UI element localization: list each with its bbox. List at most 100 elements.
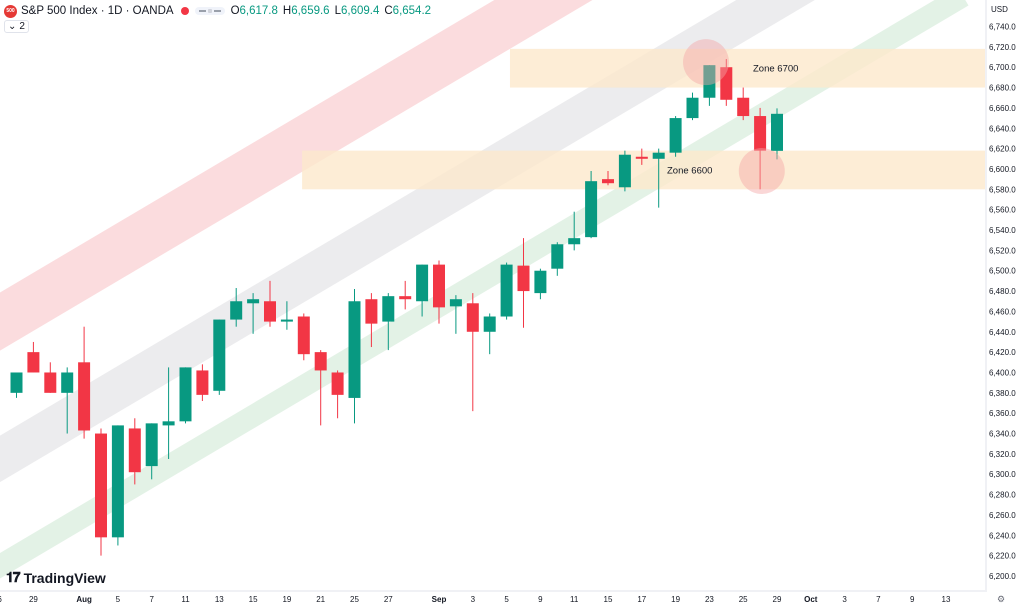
candle-body xyxy=(568,238,581,245)
candle-body xyxy=(449,299,462,307)
candle-body xyxy=(737,97,750,117)
candle-body xyxy=(652,152,665,159)
time-tick-label: 11 xyxy=(181,595,190,604)
time-tick-label: 5 xyxy=(116,595,121,604)
price-tick-label: 6,340.0 xyxy=(989,430,1016,439)
time-tick-label: 6 xyxy=(0,595,2,604)
price-tick-label: 6,660.0 xyxy=(989,104,1016,113)
time-tick-label: 7 xyxy=(876,595,881,604)
time-tick-label: 17 xyxy=(637,595,646,604)
price-tick-label: 6,600.0 xyxy=(989,165,1016,174)
time-tick-label: 23 xyxy=(705,595,714,604)
time-tick-label: 13 xyxy=(942,595,951,604)
candle-body xyxy=(44,372,57,393)
price-tick-label: 6,400.0 xyxy=(989,368,1016,377)
time-tick-label: Sep xyxy=(432,595,447,604)
candle-body xyxy=(500,264,513,317)
candle-body xyxy=(382,296,395,322)
candle-body xyxy=(314,352,327,371)
candle-body xyxy=(145,423,158,467)
chevron-down-icon: ⌄ xyxy=(8,20,17,32)
time-tick-label: 21 xyxy=(316,595,325,604)
candle-body xyxy=(416,264,429,302)
price-tick-label: 6,300.0 xyxy=(989,470,1016,479)
price-tick-label: 6,640.0 xyxy=(989,124,1016,133)
time-tick-label: 27 xyxy=(384,595,393,604)
channel-band-green xyxy=(0,0,969,579)
time-tick-label: 29 xyxy=(773,595,782,604)
highlight-circle-0 xyxy=(683,39,730,86)
candle-body xyxy=(179,367,192,422)
price-tick-label: 6,520.0 xyxy=(989,246,1016,255)
candle-body xyxy=(264,301,276,322)
time-tick-label: 25 xyxy=(350,595,359,604)
indicators-toggle[interactable]: ⌄ 2 xyxy=(4,19,29,33)
candle-body xyxy=(466,303,479,332)
candle-body xyxy=(771,113,783,151)
price-tick-label: 6,540.0 xyxy=(989,226,1016,235)
candle-body xyxy=(551,244,564,269)
candle-body xyxy=(196,370,209,395)
candle-body xyxy=(162,421,175,426)
price-tick-label: 6,440.0 xyxy=(989,328,1016,337)
ruler-toggle-icon[interactable] xyxy=(194,7,225,15)
price-tick-label: 6,720.0 xyxy=(989,43,1016,52)
zone-box-1 xyxy=(302,150,985,190)
ohlc-high-value: 6,659.6 xyxy=(291,5,330,17)
zone-label: Zone 6600 xyxy=(667,165,712,176)
zone-label: Zone 6700 xyxy=(753,64,798,75)
candle-body xyxy=(686,97,699,119)
time-tick-label: 3 xyxy=(842,595,847,604)
candle-body xyxy=(669,118,682,153)
candle-body xyxy=(78,362,91,431)
candle-body xyxy=(483,316,496,332)
price-tick-label: 6,320.0 xyxy=(989,450,1016,459)
time-tick-label: 11 xyxy=(570,595,579,604)
channel-band-red xyxy=(0,0,593,351)
candle-body xyxy=(754,116,767,151)
candle-body xyxy=(517,265,530,292)
price-tick-label: 6,280.0 xyxy=(989,491,1016,500)
candle-body xyxy=(635,156,648,159)
symbol-title[interactable]: S&P 500 Index · 1D · OANDA xyxy=(21,5,174,17)
price-tick-label: 6,740.0 xyxy=(989,23,1016,32)
price-tick-label: 6,680.0 xyxy=(989,84,1016,93)
watermark-text: TradingView xyxy=(23,569,106,586)
currency-label[interactable]: USD xyxy=(991,5,1008,14)
candle-body xyxy=(111,425,124,538)
candle-body xyxy=(618,154,631,188)
candle-body xyxy=(297,316,310,355)
candle-body xyxy=(10,372,23,393)
ohlc-low-key: L xyxy=(334,5,341,17)
price-tick-label: 6,360.0 xyxy=(989,409,1016,418)
ohlc-low-value: 6,609.4 xyxy=(340,5,380,17)
candle-body xyxy=(365,299,378,324)
time-tick-label: 9 xyxy=(538,595,543,604)
settings-gear-icon[interactable]: ⚙ xyxy=(997,594,1005,604)
tradingview-logo-icon: 𝟏𝟕 xyxy=(6,569,21,585)
price-tick-label: 6,240.0 xyxy=(989,531,1016,540)
sp500-logo-icon[interactable]: 500 xyxy=(4,4,17,18)
candle-body xyxy=(213,319,226,391)
candle-body xyxy=(703,65,716,98)
tradingview-watermark[interactable]: 𝟏𝟕 TradingView xyxy=(6,569,106,586)
price-tick-label: 6,580.0 xyxy=(989,185,1016,194)
indicator-count: 2 xyxy=(19,20,25,32)
candle-body xyxy=(585,181,598,238)
price-tick-label: 6,260.0 xyxy=(989,511,1016,520)
market-status-icon[interactable] xyxy=(180,7,189,15)
candle-body xyxy=(720,67,733,100)
highlight-circle-1 xyxy=(738,147,785,194)
candle-body xyxy=(399,296,412,300)
time-tick-label: 19 xyxy=(671,595,680,604)
time-tick-label: 25 xyxy=(739,595,748,604)
ohlc-close-key: C xyxy=(384,5,393,17)
candle-body xyxy=(331,372,344,395)
candle-body xyxy=(602,179,614,184)
time-tick-label: 19 xyxy=(282,595,291,604)
candle-body xyxy=(433,264,445,308)
price-tick-label: 6,380.0 xyxy=(989,389,1016,398)
time-tick-label: 3 xyxy=(471,595,476,604)
ohlc-close-value: 6,654.2 xyxy=(392,5,432,17)
